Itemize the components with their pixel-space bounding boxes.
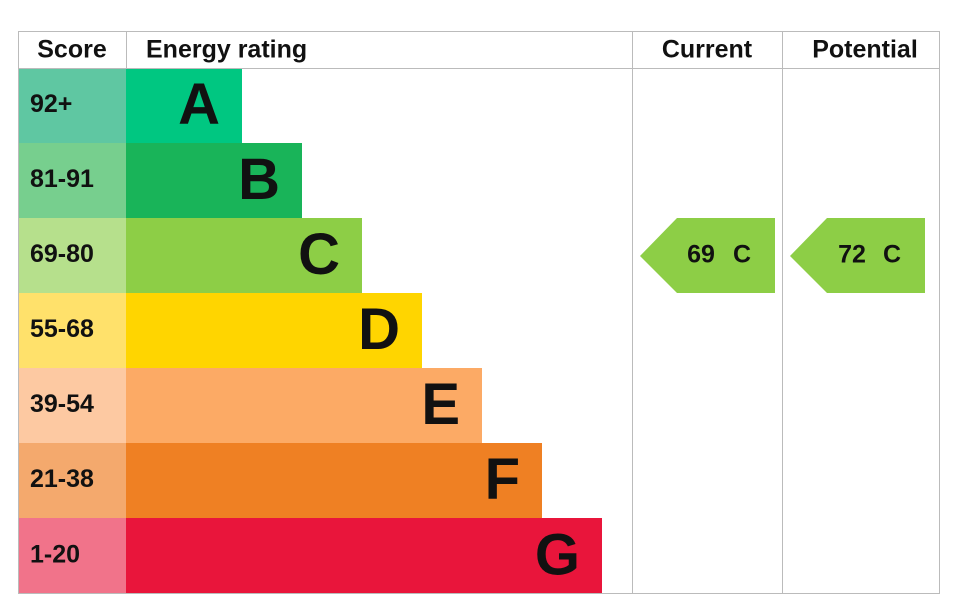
band-letter: C: [298, 222, 340, 287]
header-rating: Energy rating: [146, 36, 307, 64]
potential-score: 72: [838, 241, 866, 269]
band-bar: [126, 218, 362, 293]
score-range: 69-80: [30, 240, 94, 268]
band-letter: B: [238, 147, 280, 212]
score-cell: [18, 443, 126, 518]
header-potential: Potential: [812, 36, 918, 64]
potential-band: C: [883, 241, 901, 269]
score-range: 55-68: [30, 315, 94, 343]
score-range: 81-91: [30, 165, 94, 193]
band-letter: E: [421, 372, 460, 437]
band-letter: D: [358, 297, 400, 362]
current-score: 69: [687, 241, 715, 269]
current-band: C: [733, 241, 751, 269]
band-letter: G: [535, 522, 580, 587]
header-score: Score: [37, 36, 107, 64]
band-bar: [126, 443, 542, 518]
score-cell: [18, 368, 126, 443]
band-bar: [126, 293, 422, 368]
band-letter: F: [485, 447, 520, 512]
header-current: Current: [662, 36, 753, 64]
score-cell: [18, 68, 126, 143]
score-range: 21-38: [30, 465, 94, 493]
potential-arrow: [790, 218, 925, 293]
score-cell: [18, 293, 126, 368]
score-range: 39-54: [30, 390, 94, 418]
band-letter: A: [178, 72, 220, 137]
table-frame: [18, 31, 940, 594]
band-bar: [126, 518, 602, 594]
band-bar: [126, 68, 242, 143]
band-bar: [126, 368, 482, 443]
score-range: 92+: [30, 90, 72, 118]
frame: [18, 31, 940, 594]
score-range: 1-20: [30, 541, 80, 569]
score-cell: [18, 218, 126, 293]
score-cell: [18, 518, 126, 594]
band-bar: [126, 143, 302, 218]
current-arrow: [640, 218, 775, 293]
score-cell: [18, 143, 126, 218]
